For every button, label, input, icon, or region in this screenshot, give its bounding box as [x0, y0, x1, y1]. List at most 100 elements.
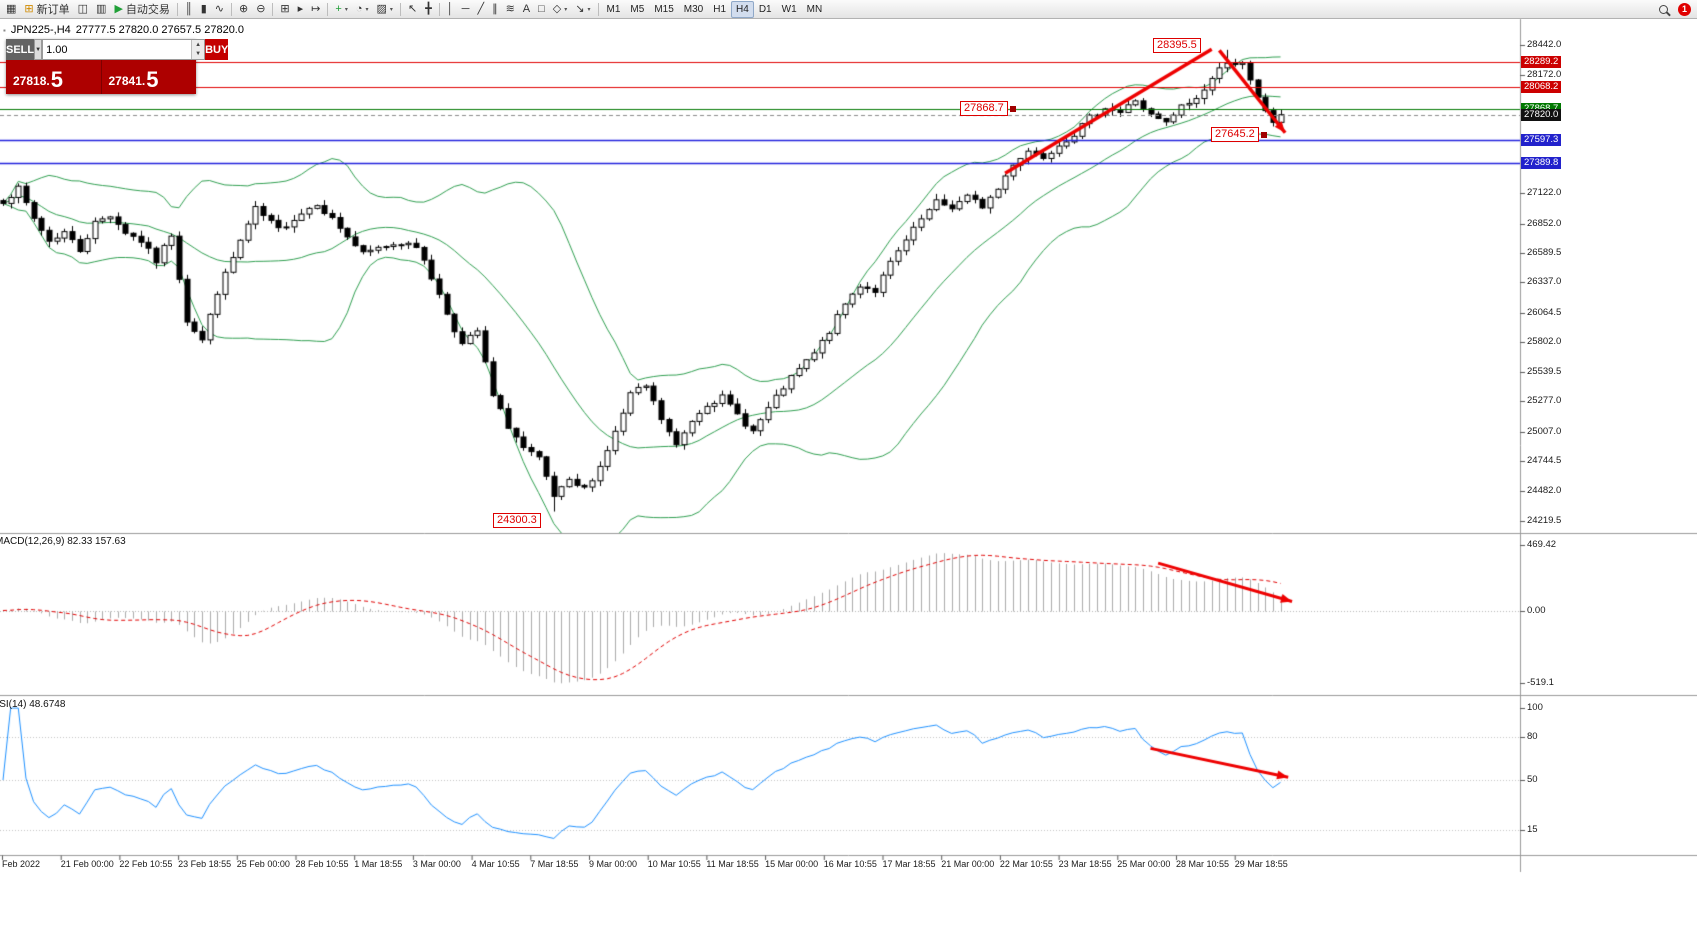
channel-icon: ∥	[492, 2, 498, 15]
auto-scroll-icon: ▸	[297, 2, 304, 15]
toolbar-separator	[176, 2, 178, 16]
timeframe-button-mn[interactable]: MN	[806, 3, 823, 15]
one-click-trading-panel: SELL ▼ ▲ ▼ BUY 27818. 5 27841. 5	[6, 39, 229, 94]
dropdown-arrow-icon: ▾	[365, 6, 369, 13]
main-toolbar: ▦ ⊞ 新订单 ◫ ▥ ▶ 自动交易 ║ ▮ ∿ ⊕ ⊖ ⊞ ▸ ↦ + ▾ ◔ ▾ ▨ ▾ ↖ ╋ │ ─ ╱ ∥ ≋ A □ ◇ ▾ ↘ ▾ M…	[0, 0, 1697, 19]
vertical-line-button[interactable]: │	[443, 1, 458, 18]
rsi-indicator-label: RSI(14) 48.6748	[0, 699, 66, 710]
crosshair-button[interactable]: ╋	[421, 1, 436, 18]
profiles-button[interactable]: ▥	[92, 1, 110, 18]
timeframe-button-h1[interactable]: H1	[713, 3, 727, 15]
timeframe-button-m15[interactable]: M15	[654, 3, 674, 15]
notification-badge[interactable]: 1	[1678, 2, 1691, 16]
profiles-icon: ▥	[96, 2, 107, 15]
timeframe-button-h4[interactable]: H4	[731, 0, 754, 18]
toolbar-separator	[272, 2, 274, 16]
volume-input[interactable]	[43, 40, 192, 59]
volume-stepper: ▲ ▼	[191, 40, 205, 59]
buy-price-big: 5	[146, 67, 159, 92]
line-chart-button[interactable]: ∿	[211, 1, 228, 18]
periods-button[interactable]: ◔ ▾	[352, 1, 373, 18]
annotation-pullback-price[interactable]: 27645.2	[1211, 127, 1267, 142]
indicators-button[interactable]: + ▾	[331, 1, 351, 18]
autotrade-button-label: 自动交易	[125, 4, 170, 16]
toolbar-separator	[597, 2, 599, 16]
sell-button[interactable]: SELL	[6, 39, 35, 60]
label-button[interactable]: □	[534, 1, 549, 18]
chart-ohlc-values: 27777.5 27820.0 27657.5 27820.0	[75, 24, 244, 36]
auto-scroll-button[interactable]: ▸	[294, 1, 308, 18]
annotation-peak-price[interactable]: 28395.5	[1153, 38, 1201, 53]
dropdown-arrow-icon: ▾	[564, 6, 568, 13]
arrows-button[interactable]: ↘ ▾	[571, 1, 594, 18]
toolbar-separator	[230, 2, 232, 16]
bar-chart-button[interactable]: ║	[181, 1, 197, 18]
indicators-icon: +	[335, 2, 342, 15]
search-icon[interactable]	[1659, 4, 1668, 14]
cursor-button[interactable]: ↖	[404, 1, 421, 18]
vertical-line-icon: │	[446, 2, 454, 15]
dropdown-arrow-icon: ▾	[344, 6, 348, 13]
fibonacci-button[interactable]: ≋	[502, 1, 519, 18]
text-icon: A	[522, 2, 531, 15]
horizontal-line-icon: ─	[461, 2, 470, 15]
chevron-down-icon: ▼	[35, 46, 42, 53]
label-icon: □	[538, 2, 545, 15]
new-order-icon: ⊞	[24, 2, 34, 15]
tile-windows-button[interactable]: ⊞	[276, 1, 293, 18]
new-order-button[interactable]: ⊞ 新订单	[20, 1, 73, 18]
charts-grid-button[interactable]: ▦	[2, 1, 20, 18]
dropdown-arrow-icon: ▾	[389, 6, 393, 13]
autotrade-button[interactable]: ▶ 自动交易	[110, 1, 173, 18]
zoom-in-button[interactable]: ⊕	[235, 1, 252, 18]
chart-window-button[interactable]: ◫	[74, 1, 92, 18]
stepper-up-icon[interactable]: ▲	[192, 40, 205, 50]
timeframe-button-d1[interactable]: D1	[758, 3, 772, 15]
chart-ohlc-header: ▪ JPN225-,H4 27777.5 27820.0 27657.5 278…	[3, 24, 244, 36]
shapes-button[interactable]: ◇ ▾	[549, 1, 571, 18]
templates-icon: ▨	[376, 2, 387, 15]
chart-shift-button[interactable]: ↦	[307, 1, 324, 18]
timeframe-button-m1[interactable]: M1	[606, 3, 621, 15]
arrows-icon: ↘	[575, 2, 585, 15]
macd-indicator-label: MACD(12,26,9) 82.33 157.63	[0, 536, 126, 547]
cursor-icon: ↖	[407, 2, 418, 15]
horizontal-line-button[interactable]: ─	[458, 1, 474, 18]
charts-grid-icon: ▦	[6, 2, 17, 15]
toolbar-separator	[327, 2, 329, 16]
timeframe-button-m5[interactable]: M5	[630, 3, 645, 15]
sell-price[interactable]: 27818. 5	[6, 60, 101, 94]
trendline-icon: ╱	[477, 2, 485, 15]
templates-button[interactable]: ▨ ▾	[373, 1, 397, 18]
chart-symbol-period: JPN225-,H4	[10, 24, 71, 36]
volume-box: ▲ ▼	[42, 39, 206, 60]
chart-shift-icon: ↦	[311, 2, 321, 15]
timeframe-button-m30[interactable]: M30	[683, 3, 704, 15]
candlestick-chart-button[interactable]: ▮	[197, 1, 211, 18]
channel-button[interactable]: ∥	[488, 1, 502, 18]
stepper-down-icon[interactable]: ▼	[192, 49, 205, 59]
chart-window-icon: ◫	[77, 2, 89, 15]
zoom-out-button[interactable]: ⊖	[252, 1, 269, 18]
text-button[interactable]: A	[519, 1, 534, 18]
buy-price[interactable]: 27841. 5	[100, 60, 197, 94]
crosshair-icon: ╋	[425, 2, 432, 15]
dropdown-arrow-icon: ▾	[587, 6, 591, 13]
chart-symbol-icon: ▪	[3, 25, 6, 35]
zoom-out-icon: ⊖	[256, 2, 266, 15]
trendline-button[interactable]: ╱	[473, 1, 488, 18]
timeframe-button-w1[interactable]: W1	[781, 3, 797, 15]
annotation-level-price[interactable]: 27868.7	[960, 101, 1016, 116]
tile-windows-icon: ⊞	[280, 2, 290, 15]
autotrade-icon: ▶	[114, 2, 123, 15]
annotation-low-price[interactable]: 24300.3	[493, 513, 541, 528]
bar-chart-icon: ║	[184, 2, 193, 15]
shapes-icon: ◇	[552, 2, 562, 15]
buy-button[interactable]: BUY	[205, 39, 229, 60]
toolbar-separator	[399, 2, 401, 16]
periods-icon: ◔	[355, 2, 363, 15]
order-type-dropdown[interactable]: ▼	[34, 39, 43, 60]
line-chart-icon: ∿	[214, 2, 224, 15]
